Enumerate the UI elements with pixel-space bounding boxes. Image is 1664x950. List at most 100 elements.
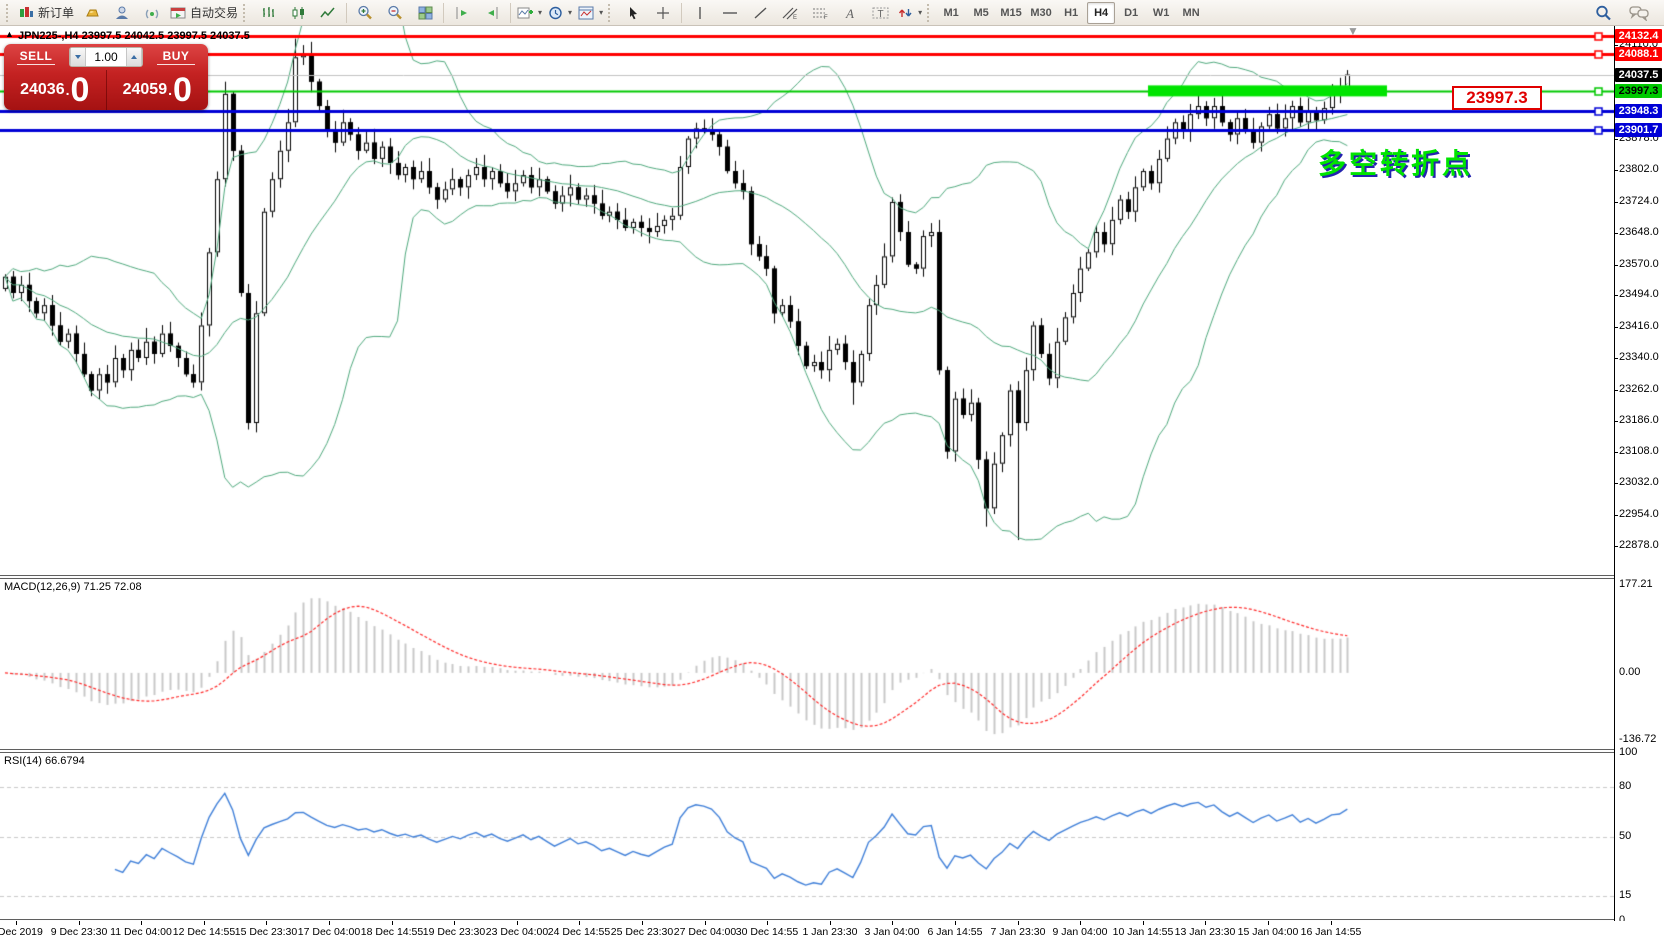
time-tick-mark [16, 921, 17, 925]
time-axis-label: 12 Dec 14:55 [172, 926, 236, 938]
panel-divider[interactable] [0, 749, 1664, 753]
toolbar-grip [927, 3, 933, 22]
cursor-button[interactable] [618, 2, 648, 24]
timeframe-button-d1[interactable]: D1 [1124, 6, 1139, 19]
zoom-out-button[interactable] [380, 2, 410, 24]
timeframe-button-m30[interactable]: M30 [1030, 6, 1052, 19]
new-order-button[interactable]: 新订单 [16, 2, 77, 24]
toolbar-grip [243, 3, 249, 22]
text-label-button[interactable]: T [865, 2, 895, 24]
chart-shift-button[interactable] [447, 2, 477, 24]
volume-input[interactable] [86, 48, 126, 66]
templates-button[interactable]: ▾ [575, 2, 606, 24]
macd-axis-label: -136.72 [1619, 733, 1657, 745]
price-tick-label: 22954.0 [1619, 508, 1659, 520]
turning-point-annotation[interactable]: 多空转折点 [1318, 148, 1474, 179]
auto-scroll-button[interactable] [477, 2, 507, 24]
axis-tick-mark [1614, 45, 1618, 46]
sell-price[interactable]: 24036 . 0 [4, 70, 106, 110]
chat-button[interactable] [1624, 2, 1654, 24]
level-price-label: 24037.5 [1615, 68, 1662, 82]
horizontal-line-button[interactable] [715, 2, 745, 24]
periods-button[interactable]: ▾ [545, 2, 575, 24]
scroll-anchor-icon[interactable]: ▼ [1347, 24, 1359, 38]
price-axis[interactable]: 24110.0 23878.0 23802.0 23724.0 23648.0 23570… [1614, 26, 1664, 926]
timeframe-button-h1[interactable]: H1 [1064, 6, 1079, 19]
time-axis-label: 24 Dec 14:55 [547, 926, 611, 938]
text-button[interactable]: A [835, 2, 865, 24]
signals-button[interactable] [137, 2, 167, 24]
navigator-button[interactable] [107, 2, 137, 24]
buy-price[interactable]: 24059 . 0 [107, 70, 209, 110]
bar-chart-button[interactable] [253, 2, 283, 24]
axis-tick-mark [1614, 327, 1618, 328]
timeframe-button-mn[interactable]: MN [1182, 6, 1200, 19]
line-chart-icon [320, 7, 335, 17]
rsi-axis-label: 15 [1619, 889, 1632, 901]
search-button[interactable] [1588, 2, 1618, 24]
indicators-button[interactable]: ▾ [514, 2, 545, 24]
crosshair-button[interactable] [648, 2, 678, 24]
tile-windows-button[interactable] [410, 2, 440, 24]
sell-price-main: 24036 [20, 81, 65, 98]
time-tick-mark [579, 921, 580, 925]
signal-icon [145, 9, 158, 18]
collapse-panel-arrow-icon[interactable]: ▲ [5, 29, 14, 39]
timeframe-button-w1[interactable]: W1 [1152, 6, 1170, 19]
toolbar-grip [608, 3, 614, 22]
price-tick-label: 23724.0 [1619, 195, 1659, 207]
rsi-axis-label: 80 [1619, 780, 1632, 792]
macd-panel-canvas[interactable] [0, 579, 1614, 747]
time-tick-mark [141, 921, 142, 925]
autotrading-icon [170, 7, 186, 18]
trade-panel-top-row: SELL BUY [4, 44, 208, 70]
line-chart-button[interactable] [313, 2, 343, 24]
rsi-axis-label: 50 [1619, 830, 1632, 842]
rsi-panel-canvas[interactable] [0, 753, 1614, 921]
equidistant-channel-button[interactable]: E [775, 2, 805, 24]
chart-shift-icon [456, 6, 468, 19]
time-tick-mark [1331, 921, 1332, 925]
time-tick-mark [705, 921, 706, 925]
fibonacci-button[interactable]: F [805, 2, 835, 24]
volume-increase-button[interactable] [126, 48, 142, 66]
timeframe-button-m5[interactable]: M5 [973, 6, 989, 19]
candlestick-chart-button[interactable] [283, 2, 313, 24]
volume-decrease-button[interactable] [70, 48, 86, 66]
toolbar-right-group [1588, 2, 1660, 24]
axis-tick-mark [1614, 170, 1618, 171]
main-chart-canvas[interactable] [0, 26, 1614, 575]
panel-divider[interactable] [0, 575, 1664, 579]
dropdown-caret-icon: ▾ [599, 8, 604, 17]
dropdown-caret-icon: ▾ [918, 8, 923, 17]
time-axis-label: 25 Dec 23:30 [610, 926, 674, 938]
autotrading-button[interactable]: 自动交易 [167, 2, 241, 24]
vertical-line-icon [699, 6, 701, 19]
vertical-line-button[interactable] [685, 2, 715, 24]
toolbar-separator [443, 2, 445, 23]
axis-tick-mark [1614, 421, 1618, 422]
zoom-in-button[interactable] [350, 2, 380, 24]
level-price-label: 23997.3 [1615, 84, 1662, 98]
buy-label: BUY [162, 49, 190, 63]
timeframe-button-m15[interactable]: M15 [1000, 6, 1022, 19]
arrows-button[interactable]: ▾ [895, 2, 925, 24]
buy-button[interactable]: BUY [144, 44, 208, 70]
time-axis-label: 23 Dec 04:00 [485, 926, 549, 938]
time-tick-mark [329, 921, 330, 925]
buy-price-main: 24059 [122, 81, 168, 98]
time-axis-label: 16 Jan 14:55 [1300, 926, 1362, 938]
sell-button[interactable]: SELL [4, 44, 68, 70]
timeframe-button-h4[interactable]: H4 [1087, 1, 1116, 24]
trendline-button[interactable] [745, 2, 775, 24]
axis-tick-mark [1614, 358, 1618, 359]
time-tick-mark [642, 921, 643, 925]
timeframe-button-m1[interactable]: M1 [943, 6, 959, 19]
price-tick-label: 23570.0 [1619, 258, 1659, 270]
time-tick-mark [204, 921, 205, 925]
trendline-icon [754, 6, 767, 19]
market-watch-button[interactable] [77, 2, 107, 24]
toolbar-separator [681, 2, 683, 23]
pivot-price-flag[interactable]: 23997.3 [1452, 86, 1542, 110]
